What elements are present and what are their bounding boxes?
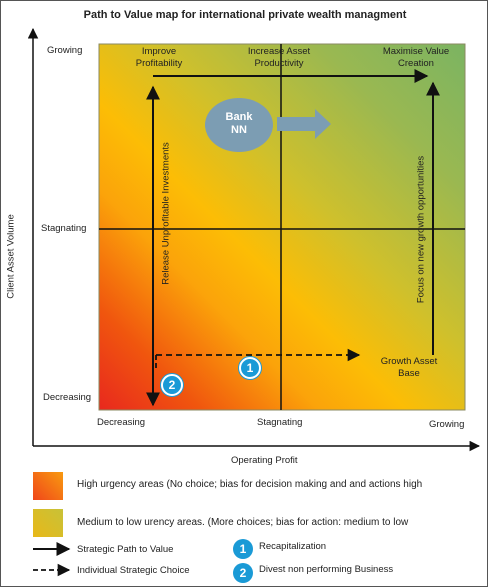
release-investments-label: Release Unprofitable Investments	[160, 142, 172, 285]
y-tick-stagnating: Stagnating	[41, 223, 87, 234]
legend-marker-1: 1	[233, 539, 253, 559]
bank-label: Bank NN	[225, 111, 253, 136]
y-tick-growing: Growing	[47, 45, 83, 56]
urgency-gradient-area	[99, 44, 465, 410]
legend-recapitalization-text: Recapitalization	[259, 541, 327, 552]
label-increase-productivity: Increase Asset Productivity	[247, 46, 311, 69]
legend-individual-choice-text: Individual Strategic Choice	[77, 565, 190, 576]
legend-marker-2: 2	[233, 563, 253, 583]
x-tick-growing: Growing	[429, 419, 465, 430]
x-axis-label: Operating Profit	[231, 455, 298, 466]
marker-2: 2	[161, 374, 183, 396]
legend-medium-text: Medium to low urency areas. (More choice…	[77, 517, 409, 528]
bank-move-arrow	[277, 109, 331, 139]
y-tick-decreasing: Decreasing	[43, 392, 92, 403]
label-maximise-value: Maximise Value Creation	[382, 46, 450, 69]
legend-divest-text: Divest non performing Business	[259, 564, 394, 575]
legend-high-swatch	[33, 472, 63, 500]
label-improve-profitability: Improve Profitability	[135, 46, 183, 69]
diagram-title: Path to Value map for international priv…	[83, 9, 407, 21]
bank-ellipse	[205, 98, 273, 152]
marker-1: 1	[239, 357, 261, 379]
legend-strategic-path-text: Strategic Path to Value	[77, 544, 174, 555]
x-tick-stagnating: Stagnating	[257, 417, 303, 428]
legend-medium-swatch	[33, 509, 63, 537]
legend-high-text: High urgency areas (No choice; bias for …	[77, 479, 423, 490]
focus-growth-label: Focus on new growth opportunities	[415, 155, 427, 304]
growth-asset-base-label: Growth Asset Base	[380, 356, 438, 379]
y-axis-label: Client Asset Volume	[5, 214, 17, 299]
x-tick-decreasing: Decreasing	[97, 417, 146, 428]
